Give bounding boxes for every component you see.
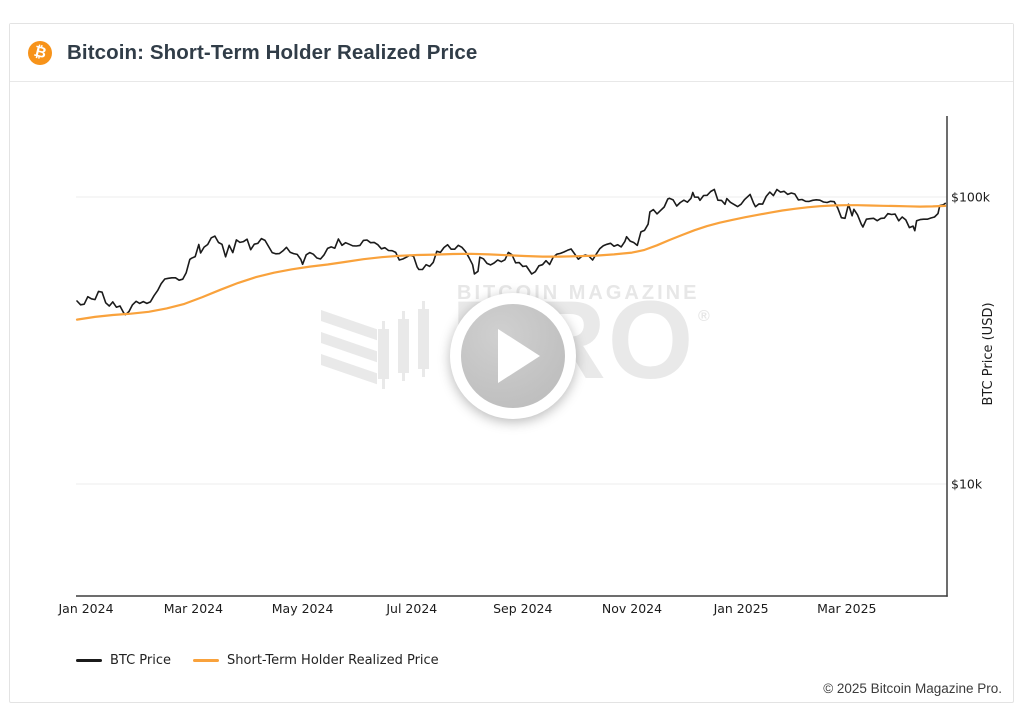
legend-item-btc-price[interactable]: BTC Price	[76, 653, 171, 668]
play-button[interactable]	[450, 293, 576, 419]
legend-label-btc-price: BTC Price	[110, 653, 172, 668]
bmp-logo-candle	[378, 321, 389, 389]
x-tick-label: Sep 2024	[493, 601, 552, 616]
bitcoin-symbol: ₿	[32, 41, 49, 63]
x-tick-label: Nov 2024	[602, 601, 662, 616]
play-icon	[498, 329, 540, 383]
legend-label-sth-realized-price: Short-Term Holder Realized Price	[227, 653, 439, 668]
header: ₿ Bitcoin: Short-Term Holder Realized Pr…	[10, 24, 1013, 82]
bitcoin-icon: ₿	[28, 40, 52, 65]
legend-item-sth-realized-price[interactable]: Short-Term Holder Realized Price	[193, 653, 439, 668]
x-tick-label: May 2024	[272, 601, 334, 616]
x-tick-label: Jan 2025	[713, 601, 769, 616]
bmp-logo-candle	[418, 301, 429, 377]
y-tick-label: $100k	[951, 190, 991, 205]
page-title: Bitcoin: Short-Term Holder Realized Pric…	[67, 40, 478, 64]
legend-swatch-btc-price	[76, 659, 102, 662]
y-tick-label: $10k	[951, 477, 983, 492]
x-tick-label: Jul 2024	[385, 601, 437, 616]
registered-icon: ®	[698, 308, 710, 325]
x-tick-label: Mar 2025	[817, 601, 876, 616]
x-tick-label: Mar 2024	[164, 601, 223, 616]
legend-swatch-sth-realized-price	[193, 659, 220, 662]
y-axis-title: BTC Price (USD)	[981, 302, 996, 406]
chart-card: ₿ Bitcoin: Short-Term Holder Realized Pr…	[9, 23, 1014, 703]
legend: BTC Price Short-Term Holder Realized Pric…	[76, 653, 439, 668]
copyright-text: © 2025 Bitcoin Magazine Pro.	[823, 681, 1002, 696]
bmp-logo-candle	[398, 311, 409, 381]
x-tick-label: Jan 2024	[57, 601, 113, 616]
